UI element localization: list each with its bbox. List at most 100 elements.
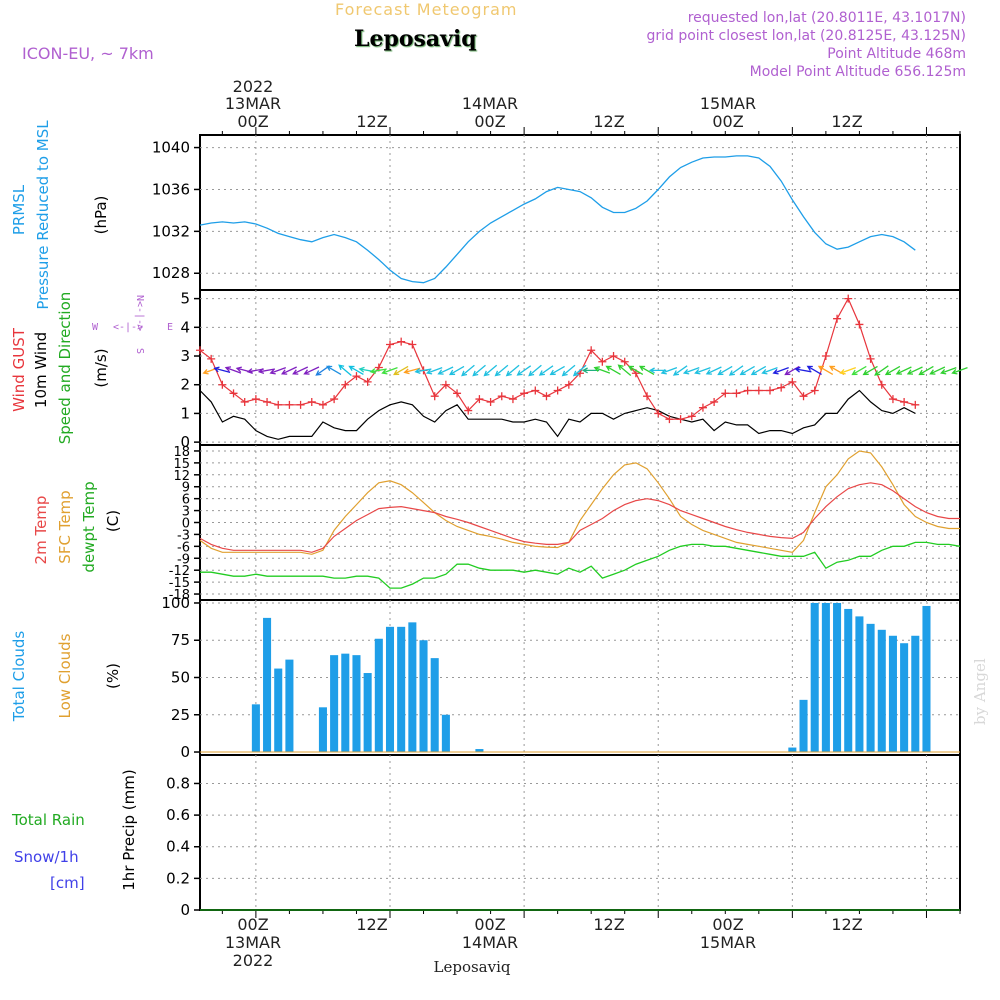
wind-direction-arrow: [784, 365, 800, 376]
compass-n: N: [134, 295, 145, 301]
top-hour-label-4: 12Z: [593, 112, 624, 131]
wind-direction-arrow: [694, 366, 711, 375]
cloud-total-bar: [855, 616, 864, 753]
temp-tick-label-5: 3: [182, 505, 190, 520]
wind-gust-marker: [464, 406, 473, 415]
grid-point-coords: grid point closest lon,lat (20.8125E, 43…: [646, 28, 966, 44]
cloud-total-bar: [877, 629, 886, 753]
wind-gust-marker: [296, 400, 305, 409]
compass-e: E: [167, 322, 173, 333]
cloud-total-bar: [330, 655, 339, 753]
point-altitude: Point Altitude 468m: [827, 46, 966, 62]
cloud-total-bar: [441, 714, 450, 753]
bottom-date-label-1: 13MAR: [225, 933, 281, 952]
data-series: [196, 156, 968, 911]
wind-direction-arrow: [538, 365, 554, 376]
wind-gust-line: [199, 297, 916, 420]
wind-gust-marker: [877, 380, 886, 389]
cloud-total-bar: [419, 640, 428, 753]
pressure-unit: (hPa): [92, 196, 110, 235]
cloud-total-bar: [263, 617, 272, 753]
temp-dewpt-label: dewpt Temp: [80, 481, 98, 572]
wind-10m-label: 10m Wind: [32, 332, 50, 408]
top-hour-label-1: 00Z: [237, 112, 268, 131]
precip-ylabel: 1hr Precip (mm): [120, 769, 138, 890]
cloud-total-bar: [385, 626, 395, 753]
wind-gust-marker: [397, 337, 406, 346]
wind-direction-arrow: [728, 365, 744, 376]
top-hour-label-5: 00Z: [712, 112, 743, 131]
wind-direction-arrow: [593, 366, 611, 374]
wind-compass: W <-|-> E <-|-> N S: [92, 295, 173, 354]
cloud-total-bar: [408, 622, 417, 753]
wind-gust-marker: [207, 354, 216, 363]
precip-rain-label: Total Rain: [11, 811, 85, 829]
wind-gust-marker: [643, 392, 652, 401]
wind-direction-arrow: [739, 365, 755, 376]
temp-tick-label-11: -15: [169, 576, 190, 591]
wind-gust-marker: [799, 392, 808, 401]
wind-gust-marker: [251, 395, 260, 404]
wind-direction-arrow: [280, 366, 297, 375]
wind-gust-marker: [341, 380, 350, 389]
wind-direction-arrow: [528, 364, 542, 377]
wind-gust-marker: [196, 346, 204, 355]
wind-direction-arrow: [862, 365, 878, 376]
wind-gust-marker: [855, 320, 864, 329]
footer-location: Leposaviq: [434, 958, 511, 976]
wind-direction-arrow: [461, 364, 475, 377]
wind-direction-arrow: [572, 364, 587, 377]
wind-direction-arrow: [806, 365, 822, 375]
wind-direction-arrow: [403, 367, 421, 375]
wind-gust-marker: [766, 386, 774, 395]
top-hour-label-2: 12Z: [356, 112, 387, 131]
wind-tick-label-0: 5: [180, 290, 190, 308]
wind-direction-arrow: [627, 365, 644, 375]
pressure-frame: [199, 134, 961, 291]
wind-direction-arrow: [224, 366, 242, 374]
cloud-total-bar: [475, 749, 484, 753]
wind-unit: (m/s): [92, 348, 110, 387]
cloud-total-bar: [888, 635, 897, 753]
wind-gust-marker: [475, 395, 484, 404]
wind-direction-arrow: [516, 365, 532, 376]
temp-tick-label-12: -18: [169, 588, 190, 603]
cloud-total-bar: [821, 602, 830, 753]
wind-direction-arrow: [682, 366, 700, 375]
wind-direction-arrow: [483, 364, 498, 377]
pressure-tick-label-0: 1040: [152, 139, 190, 157]
clouds-tick-label-3: 25: [171, 706, 190, 724]
wind-direction-arrow: [617, 364, 632, 376]
wind-direction-arrow: [672, 365, 688, 376]
temp-tick-label-10: -12: [169, 564, 190, 579]
temp-tick-label-4: 6: [182, 493, 190, 508]
cloud-total-bar: [318, 707, 327, 753]
wind-gust-marker: [542, 392, 551, 401]
wind-direction-arrow: [269, 366, 287, 375]
wind-gust-marker: [810, 386, 819, 395]
cloud-total-bar: [285, 659, 294, 753]
wind-direction-arrow: [660, 366, 678, 375]
wind-gust-marker: [833, 314, 842, 323]
top-year-label: 2022: [233, 77, 274, 96]
wind-direction-arrow: [605, 365, 621, 375]
clouds-tick-label-4: 0: [180, 743, 190, 761]
wind-gust-marker: [732, 389, 741, 398]
precip-tick-label-3: 0.2: [166, 869, 190, 887]
wind-gust-marker: [721, 389, 730, 398]
pressure-label-prmsl: PRMSL: [10, 184, 28, 235]
wind-gust-marker: [430, 392, 439, 401]
cloud-total-bar: [911, 635, 920, 753]
pressure-tick-label-2: 1032: [152, 222, 190, 240]
bottom-hour-label-1: 00Z: [237, 915, 268, 934]
wind-direction-arrow: [874, 365, 889, 376]
bottom-time-axis: 00Z 12Z 00Z 12Z 00Z 12Z 13MAR 14MAR 15MA…: [225, 915, 863, 976]
wind-direction-arrow: [851, 365, 867, 376]
temp-tick-label-0: 18: [173, 445, 190, 460]
cloud-total-bar: [844, 608, 853, 753]
wind-gust-marker: [821, 352, 830, 361]
wind-direction-arrow: [638, 365, 655, 375]
cloud-total-bar: [397, 626, 406, 753]
wind-direction-arrow: [884, 365, 901, 376]
